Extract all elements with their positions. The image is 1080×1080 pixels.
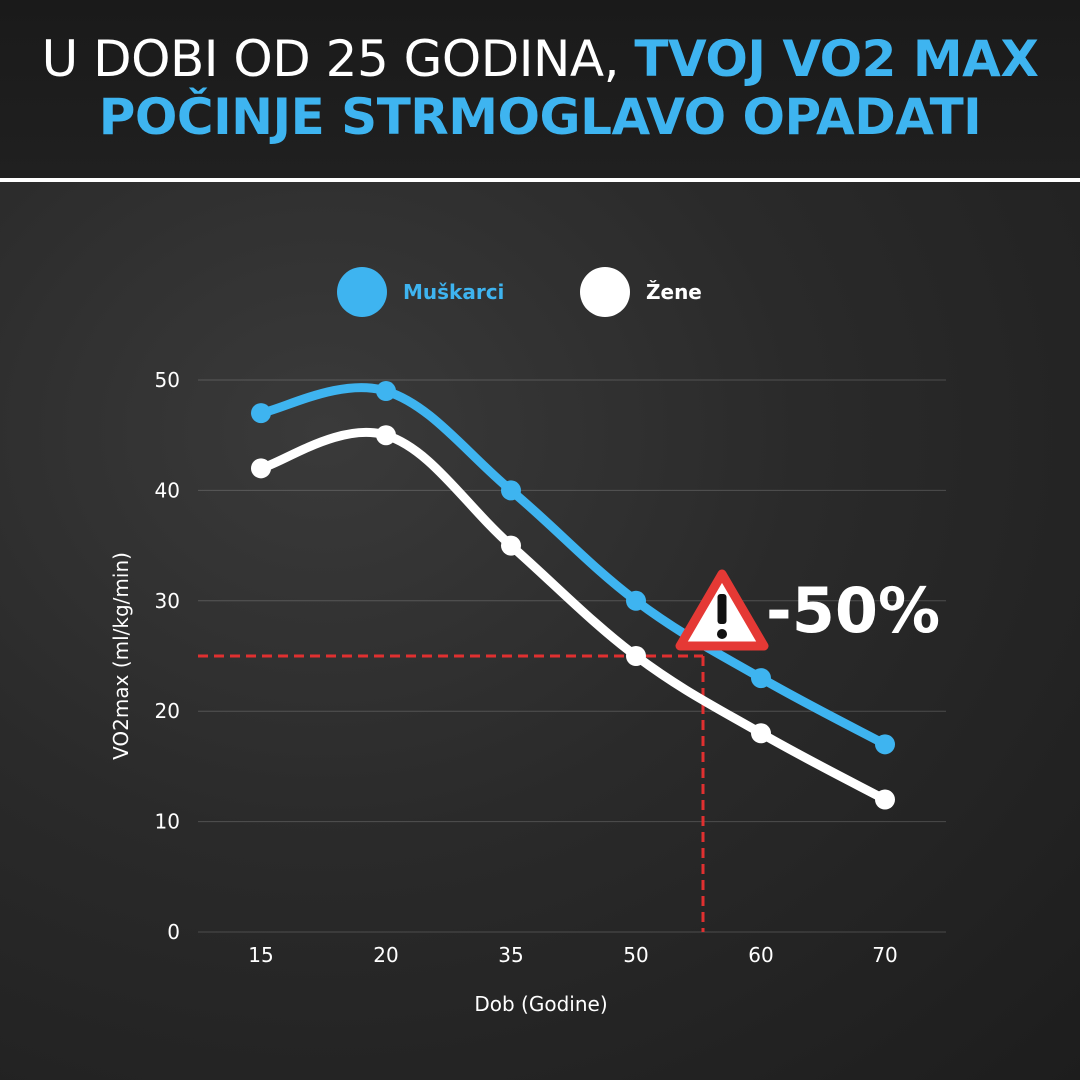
x-tick-label: 35 bbox=[498, 943, 523, 967]
data-point-men bbox=[751, 668, 771, 689]
data-point-men bbox=[251, 403, 271, 424]
annotation-label: -50% bbox=[766, 574, 940, 647]
y-axis-ticks: 0 10 20 30 40 50 bbox=[155, 368, 180, 944]
reference-lines bbox=[198, 654, 705, 932]
legend-label-men: Muškarci bbox=[403, 280, 504, 304]
data-point-women bbox=[251, 458, 271, 479]
x-tick-label: 60 bbox=[748, 943, 773, 967]
x-axis-label: Dob (Godine) bbox=[474, 992, 607, 1016]
x-axis-ticks: 15 20 35 50 60 70 bbox=[248, 943, 897, 967]
title-part3: POČINJE STRMOGLAVO OPADATI bbox=[98, 88, 982, 146]
header-divider bbox=[0, 178, 1080, 182]
annotation: -50% bbox=[675, 569, 940, 651]
x-tick-label: 15 bbox=[248, 943, 273, 967]
y-tick-label: 20 bbox=[155, 699, 180, 723]
x-tick-label: 70 bbox=[872, 943, 897, 967]
x-tick-label: 20 bbox=[373, 943, 398, 967]
data-point-women bbox=[751, 723, 771, 744]
data-point-women bbox=[501, 535, 521, 556]
data-point-women bbox=[626, 646, 646, 666]
series-line-men bbox=[256, 383, 890, 749]
y-tick-label: 50 bbox=[155, 368, 180, 392]
warning-icon bbox=[675, 569, 769, 651]
x-tick-label: 50 bbox=[623, 943, 648, 967]
y-tick-label: 0 bbox=[167, 920, 180, 944]
legend: Muškarci Žene bbox=[337, 267, 702, 317]
series-lines bbox=[251, 381, 895, 810]
y-tick-label: 30 bbox=[155, 589, 180, 613]
y-tick-label: 40 bbox=[155, 478, 180, 502]
data-point-men bbox=[376, 381, 396, 402]
y-axis-label: VO2max (ml/kg/min) bbox=[109, 552, 133, 760]
title-part1: U DOBI OD 25 GODINA, bbox=[41, 30, 635, 88]
data-point-men bbox=[501, 480, 521, 501]
title-part2: TVOJ VO2 MAX bbox=[634, 30, 1039, 88]
legend-swatch-women bbox=[580, 267, 630, 317]
legend-label-women: Žene bbox=[646, 280, 702, 304]
data-point-women bbox=[875, 789, 895, 810]
header-bar: U DOBI OD 25 GODINA, TVOJ VO2 MAX POČINJ… bbox=[0, 0, 1080, 180]
legend-swatch-men bbox=[337, 267, 387, 317]
data-point-men bbox=[626, 590, 646, 611]
data-point-women bbox=[376, 425, 396, 446]
data-point-men bbox=[875, 734, 895, 755]
y-tick-label: 10 bbox=[155, 810, 180, 834]
grid-lines bbox=[198, 379, 946, 933]
page-title: U DOBI OD 25 GODINA, TVOJ VO2 MAX POČINJ… bbox=[0, 30, 1080, 146]
